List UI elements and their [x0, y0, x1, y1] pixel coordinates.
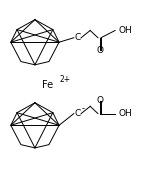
- Text: Fe: Fe: [42, 80, 53, 90]
- Text: C: C: [75, 109, 81, 118]
- Text: OH: OH: [119, 26, 133, 35]
- Text: O: O: [96, 96, 103, 105]
- Text: C: C: [75, 33, 81, 42]
- Text: -: -: [81, 104, 84, 113]
- Text: O: O: [96, 46, 103, 55]
- Text: 2+: 2+: [59, 75, 70, 84]
- Text: OH: OH: [119, 109, 133, 118]
